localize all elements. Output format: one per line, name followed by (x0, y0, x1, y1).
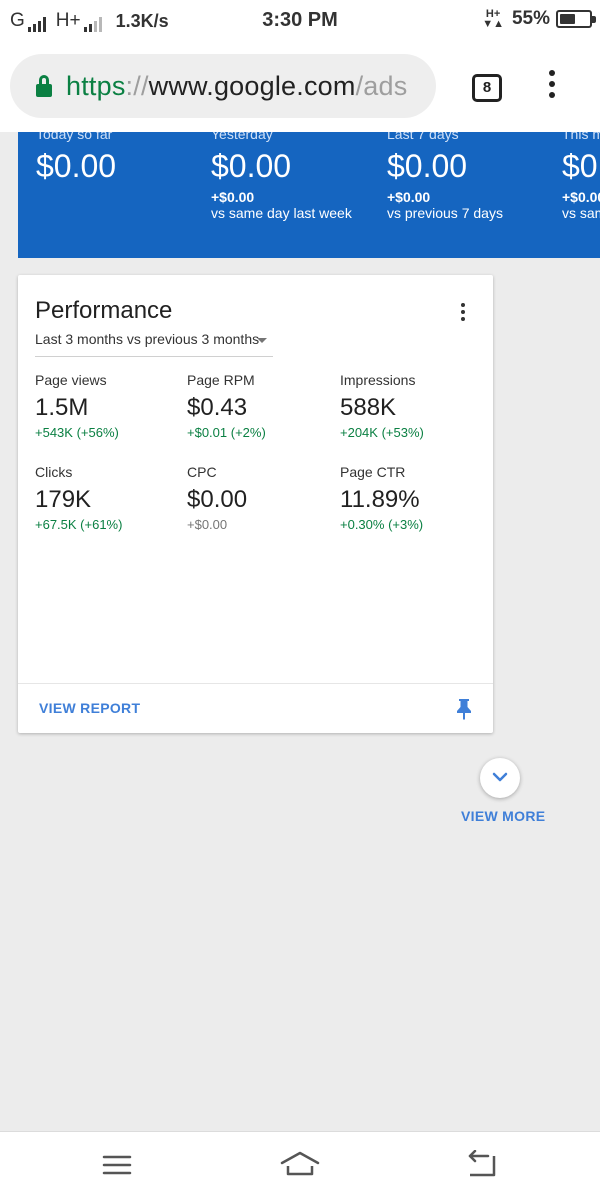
url-text[interactable]: https://www.google.com/ads (66, 71, 407, 102)
summary-compare: vs same day last week (211, 205, 352, 221)
system-nav-bar (0, 1131, 600, 1200)
network-status: G H+ 1.3K/s (10, 10, 169, 32)
summary-label: This m (562, 132, 600, 142)
pin-icon[interactable] (456, 698, 472, 720)
lock-icon[interactable] (36, 75, 52, 97)
summary-amount: $0.00 (211, 148, 292, 184)
performance-card: Performance Last 3 months vs previous 3 … (18, 275, 493, 733)
metric-value: 588K (340, 394, 397, 421)
summary-label: Yesterday (211, 132, 273, 142)
more-options-icon[interactable] (458, 303, 468, 323)
data-type-label: H+ (485, 8, 501, 20)
summary-amount: $0.00 (36, 148, 117, 184)
address-bar[interactable]: https://www.google.com/ads (10, 54, 436, 118)
metric-page-rpm[interactable]: Page RPM $0.43 +$0.01 (+2%) (187, 372, 337, 440)
signal-2: H+ (56, 10, 104, 32)
metric-value: $0.00 (187, 486, 248, 513)
metric-label: CPC (187, 464, 217, 480)
metric-value: 1.5M (35, 394, 89, 421)
card-title: Performance (35, 297, 173, 324)
battery-icon (556, 10, 596, 28)
browser-menu-icon[interactable] (542, 70, 562, 106)
signal-1: G (10, 10, 48, 32)
metric-impressions[interactable]: Impressions 588K +204K (+53%) (340, 372, 490, 440)
signal-bars-icon (27, 16, 48, 32)
url-path: /ads (355, 70, 408, 101)
network-speed: 1.3K/s (115, 10, 169, 31)
chevron-down-icon (257, 338, 267, 343)
metric-change: +$0.00 (187, 517, 228, 532)
view-more-button[interactable] (480, 758, 520, 798)
url-separator: :// (125, 70, 149, 101)
metric-value: $0.43 (187, 394, 248, 421)
view-more-link[interactable]: VIEW MORE (461, 808, 546, 824)
signal-bars-icon (83, 16, 104, 32)
earnings-summary-card: Today so far $0.00 Yesterday $0.00 +$0.0… (18, 132, 600, 258)
metric-change: +$0.01 (+2%) (187, 425, 266, 440)
card-footer: VIEW REPORT (18, 683, 493, 733)
view-report-link[interactable]: VIEW REPORT (39, 700, 141, 716)
metric-label: Page CTR (340, 464, 406, 480)
data-activity-icon: H+ ▼▲ (482, 8, 504, 30)
metric-label: Impressions (340, 372, 416, 388)
chevron-down-icon (492, 772, 508, 782)
menu-icon[interactable] (102, 1150, 132, 1180)
status-bar: G H+ 1.3K/s 3:30 PM H+ ▼▲ 55% (0, 0, 600, 44)
back-icon[interactable] (466, 1150, 498, 1180)
date-range-value: Last 3 months vs previous 3 months (35, 331, 260, 347)
metric-change: +204K (+53%) (340, 425, 424, 440)
system-status: H+ ▼▲ 55% (482, 8, 596, 30)
metric-clicks[interactable]: Clicks 179K +67.5K (+61%) (35, 464, 185, 532)
metric-value: 11.89% (340, 486, 420, 513)
summary-compare: vs previous 7 days (387, 205, 503, 221)
tab-switcher-button[interactable]: 8 (472, 74, 502, 102)
network-type-label: G (10, 10, 25, 31)
metric-page-views[interactable]: Page views 1.5M +543K (+56%) (35, 372, 185, 440)
summary-label: Today so far (36, 132, 113, 142)
summary-label: Last 7 days (387, 132, 459, 142)
metric-value: 179K (35, 486, 92, 513)
data-arrows: ▼▲ (482, 18, 504, 30)
url-scheme: https (66, 70, 126, 101)
battery-level (560, 14, 576, 24)
metric-change: +543K (+56%) (35, 425, 119, 440)
metric-page-ctr[interactable]: Page CTR 11.89% +0.30% (+3%) (340, 464, 490, 532)
url-host: www.google.com (148, 70, 356, 101)
battery-percent: 55% (511, 8, 550, 29)
metric-change: +0.30% (+3%) (340, 517, 424, 532)
home-icon[interactable] (280, 1150, 320, 1180)
summary-delta: +$0.00 (387, 189, 431, 205)
clock: 3:30 PM (262, 9, 338, 31)
summary-compare: vs sam (562, 205, 600, 221)
summary-delta: +$0.00 (211, 189, 255, 205)
browser-toolbar: https://www.google.com/ads 8 (0, 44, 600, 132)
summary-amount: $0 (562, 148, 598, 184)
metric-cpc[interactable]: CPC $0.00 +$0.00 (187, 464, 337, 532)
metric-label: Page views (35, 372, 107, 388)
metric-label: Page RPM (187, 372, 255, 388)
date-range-dropdown[interactable]: Last 3 months vs previous 3 months (35, 331, 273, 357)
metric-label: Clicks (35, 464, 73, 480)
metric-change: +67.5K (+61%) (35, 517, 123, 532)
network-type-label: H+ (55, 10, 81, 31)
summary-amount: $0.00 (387, 148, 468, 184)
summary-delta: +$0.00 (562, 189, 600, 205)
